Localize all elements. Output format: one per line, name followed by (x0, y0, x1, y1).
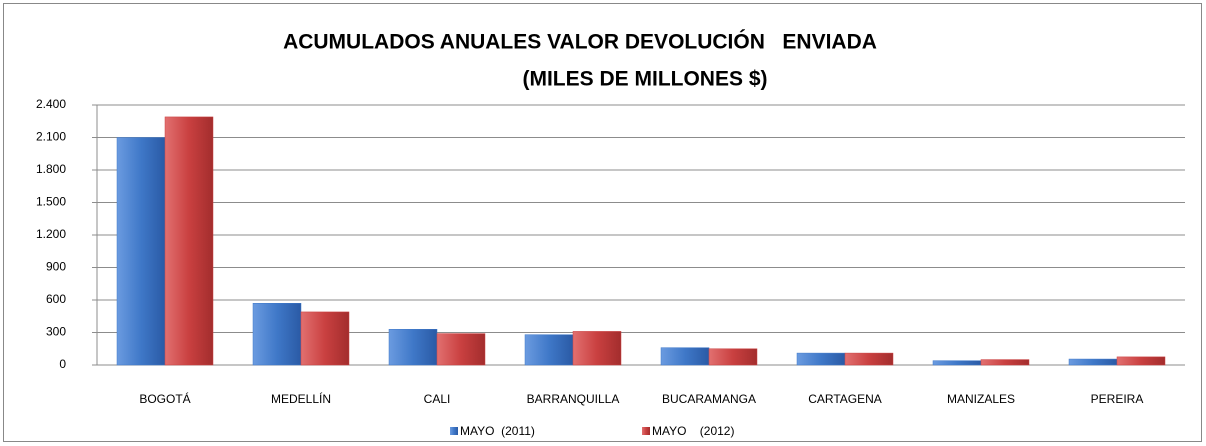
y-tick-label: 2.100 (36, 130, 66, 144)
bar (660, 347, 710, 366)
x-tick-label: MEDELLÍN (271, 391, 331, 406)
chart-title: ACUMULADOS ANUALES VALOR DEVOLUCIÓN ENVI… (283, 30, 877, 54)
bar (1116, 356, 1166, 366)
legend-label: MAYO (2011) (460, 424, 535, 438)
bar (388, 329, 438, 366)
x-tick-label: BOGOTÁ (139, 391, 190, 406)
bar (524, 334, 574, 366)
bar (796, 352, 846, 366)
x-tick-label: MANIZALES (947, 392, 1015, 406)
bar (708, 348, 758, 366)
x-tick-label: PEREIRA (1091, 392, 1144, 406)
y-tick-label: 900 (46, 260, 66, 274)
bar (252, 303, 302, 366)
bar (436, 333, 486, 366)
bar (164, 116, 214, 366)
bar (980, 359, 1030, 366)
y-tick-label: 1.200 (36, 227, 66, 241)
x-tick-label: BUCARAMANGA (662, 392, 756, 406)
bar (572, 331, 622, 366)
x-tick-label: CALI (424, 392, 451, 406)
y-tick-label: 0 (59, 357, 66, 371)
legend-swatch (642, 427, 650, 435)
y-tick-label: 1.500 (36, 195, 66, 209)
legend-label: MAYO (2012) (652, 424, 734, 438)
bar (300, 311, 350, 366)
y-tick-label: 1.800 (36, 162, 66, 176)
bar (844, 352, 894, 366)
y-tick-label: 300 (46, 325, 66, 339)
x-tick-label: CARTAGENA (808, 392, 882, 406)
bar (932, 360, 982, 366)
chart-subtitle: (MILES DE MILLONES $) (522, 68, 767, 91)
bar (1068, 358, 1118, 366)
bar (116, 137, 166, 366)
y-tick-label: 2.400 (36, 97, 66, 111)
legend-swatch (450, 427, 458, 435)
x-tick-label: BARRANQUILLA (527, 392, 620, 406)
y-tick-label: 600 (46, 292, 66, 306)
